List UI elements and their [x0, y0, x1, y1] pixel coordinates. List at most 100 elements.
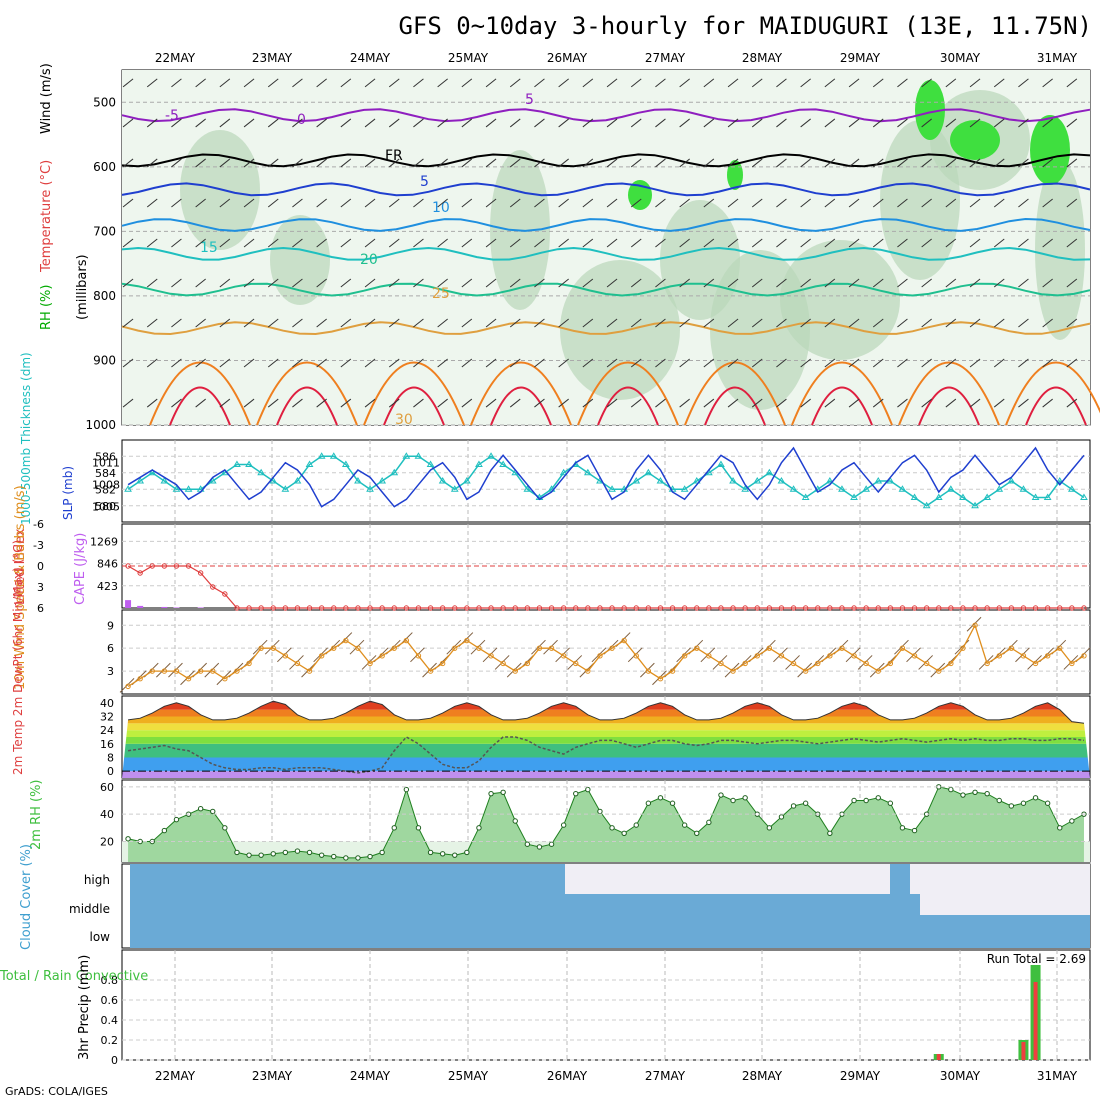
wind-barb	[509, 318, 521, 328]
temp-line	[128, 700, 1085, 724]
wind-speed-point	[730, 668, 736, 674]
cloud-clear	[565, 864, 760, 894]
thickness-point	[862, 485, 871, 492]
lifted-index-point	[512, 605, 518, 611]
dewpoint-line	[127, 736, 1085, 774]
wind-barb	[751, 398, 763, 408]
temperature-contour-warm	[791, 361, 893, 426]
wind-barb	[364, 278, 376, 288]
lifted-index-point	[137, 570, 143, 576]
wind-barb	[437, 318, 448, 328]
wind-barb	[727, 318, 739, 328]
lifted-index-point	[391, 605, 397, 611]
pressure-tick-label: 1000	[85, 418, 116, 432]
wind-barb	[1042, 198, 1053, 208]
wind-barb	[679, 318, 690, 328]
wind-barb	[364, 398, 376, 408]
rh-point	[343, 855, 349, 861]
wind-barb	[800, 78, 811, 88]
wind-speed-point	[318, 653, 325, 659]
temperature-contour-warm	[256, 361, 358, 426]
precip-tick-label: 0	[111, 1054, 118, 1067]
wind-speed-point	[633, 653, 639, 659]
wind-barb	[1066, 158, 1078, 168]
rh-point	[984, 790, 990, 797]
wind-barb	[1018, 358, 1029, 368]
thickness-point	[402, 452, 411, 459]
wind-speed-point	[173, 668, 180, 674]
wind-barb	[340, 358, 352, 368]
lifted-index-point	[464, 605, 470, 611]
wind-barb	[292, 118, 303, 128]
wind-barb	[655, 158, 666, 168]
wind-barb	[1018, 158, 1029, 168]
lifted-index-point	[996, 605, 1002, 611]
lifted-index-point	[161, 563, 168, 569]
wind-speed-point	[149, 668, 155, 674]
lifted-index-point	[609, 605, 615, 611]
thickness-point	[753, 477, 762, 484]
thickness-point	[765, 468, 774, 476]
wind-speed-point	[1020, 653, 1027, 659]
wind-barb	[219, 198, 231, 208]
wind-barb	[824, 118, 836, 128]
wind-barb	[267, 358, 279, 368]
wind-barb	[848, 118, 860, 128]
thickness-point	[426, 460, 435, 467]
wind-barb	[1018, 398, 1029, 408]
wind-barb	[1042, 278, 1053, 288]
wind-barb	[292, 358, 303, 368]
wind-speed-point	[1057, 645, 1063, 651]
wind-barb	[800, 358, 811, 368]
wind-speed-point	[367, 660, 373, 667]
wind-barb	[243, 398, 255, 408]
thickness-point	[946, 485, 955, 492]
temperature-contour-hot	[1025, 386, 1087, 426]
wind-barb	[872, 358, 884, 368]
wind-barb	[872, 398, 884, 408]
wind-barb	[195, 238, 206, 248]
wind-barb	[800, 318, 811, 328]
wind-barb	[364, 238, 376, 248]
wind-speed-point	[899, 645, 906, 651]
wind-barb	[969, 198, 981, 208]
wind-barb	[606, 198, 618, 208]
rh-point	[548, 841, 555, 847]
wind-barb	[267, 238, 279, 248]
wind-barb	[776, 78, 787, 88]
wind-barb	[509, 78, 521, 88]
temp-tick-label: 16	[100, 738, 114, 751]
thickness-point	[825, 477, 834, 484]
thickness-point	[366, 485, 374, 492]
lifted-index-point	[851, 605, 857, 611]
wind-speed-point	[996, 653, 1002, 659]
wind-barb	[897, 318, 908, 328]
thickness-point	[680, 485, 689, 492]
wind-barb	[1042, 78, 1053, 88]
wind-barb	[558, 318, 569, 328]
day-label-top: 28MAY	[742, 51, 783, 65]
wind-barb	[800, 398, 811, 408]
lifted-index-point	[984, 605, 990, 611]
precip-total-label: Total / Rain Convective	[0, 969, 148, 984]
wind-barb	[1066, 78, 1078, 88]
wind-barb-10m	[894, 639, 909, 655]
lifted-index-point	[246, 605, 252, 611]
wind-barb	[606, 238, 618, 248]
rh-point	[403, 786, 410, 793]
wind-barb	[243, 158, 255, 168]
wind-barb	[219, 118, 231, 128]
lifted-index-point	[294, 605, 301, 611]
temperature-contour-hot	[918, 386, 980, 426]
wind-barb	[364, 318, 376, 328]
contour-label: 25	[432, 286, 450, 302]
lifted-index-point	[827, 605, 833, 611]
wind-barb	[848, 78, 860, 88]
wind-barb	[824, 78, 836, 88]
wind-speed-point	[476, 645, 482, 651]
day-label-top: 22MAY	[155, 51, 196, 65]
rh-point	[790, 803, 797, 809]
wind-barb	[364, 358, 376, 368]
wind-barb	[146, 238, 158, 248]
wind-barb	[558, 158, 569, 168]
